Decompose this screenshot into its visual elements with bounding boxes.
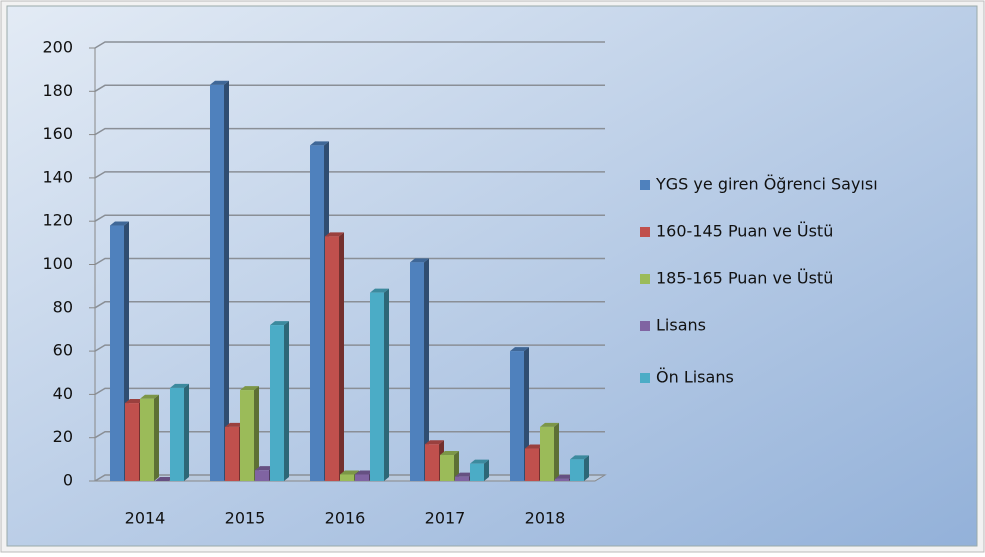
bar xyxy=(255,470,269,481)
legend-label: 185-165 Puan ve Üstü xyxy=(656,269,833,288)
bar xyxy=(470,463,484,481)
bar xyxy=(310,145,324,482)
bar-top xyxy=(410,258,429,263)
bar-top xyxy=(170,383,189,388)
bar xyxy=(370,292,384,481)
bar-top xyxy=(255,466,274,471)
y-tick-label: 180 xyxy=(42,81,73,100)
grid-line xyxy=(94,387,605,396)
legend-swatch xyxy=(640,180,650,190)
bar xyxy=(540,426,554,481)
bar xyxy=(140,398,154,481)
bar-side xyxy=(224,80,229,482)
bar-top xyxy=(570,455,589,460)
legend-label: Ön Lisans xyxy=(656,368,734,387)
bar-side xyxy=(454,451,459,481)
bar-top xyxy=(470,459,489,464)
bar xyxy=(570,459,584,481)
bar-top xyxy=(355,470,374,475)
bar-top xyxy=(455,472,474,477)
legend-label: 160-145 Puan ve Üstü xyxy=(656,222,833,241)
bar-side xyxy=(484,459,489,481)
bar xyxy=(225,426,239,481)
legend-label: Lisans xyxy=(656,316,706,335)
bar-side xyxy=(339,232,344,481)
y-tick-label: 120 xyxy=(42,211,73,230)
grid-line xyxy=(94,127,605,136)
legend-swatch xyxy=(640,373,650,383)
bar xyxy=(555,478,569,481)
bar-top xyxy=(540,422,559,427)
bar-side xyxy=(284,321,289,481)
bar xyxy=(110,225,124,481)
bar-top xyxy=(370,288,389,293)
bar-top xyxy=(425,440,444,445)
bar-top xyxy=(125,399,144,404)
grid-line xyxy=(94,430,605,439)
bar-top xyxy=(270,321,289,326)
grid-line xyxy=(94,344,605,352)
bar-side xyxy=(254,386,259,481)
y-tick-label: 140 xyxy=(42,167,73,186)
bar xyxy=(340,474,354,481)
bar xyxy=(325,236,339,481)
legend-swatch xyxy=(640,274,650,284)
y-tick-label: 80 xyxy=(53,297,73,316)
bar-top xyxy=(325,232,344,237)
y-tick-label: 200 xyxy=(42,38,73,57)
bar-top xyxy=(525,444,544,449)
grid-line xyxy=(94,41,605,49)
y-tick-label: 160 xyxy=(42,124,73,143)
y-tick-label: 60 xyxy=(53,341,73,360)
bar-top xyxy=(110,221,129,226)
bar-top xyxy=(240,386,259,391)
bar xyxy=(210,84,224,482)
bar-side xyxy=(154,394,159,481)
bar xyxy=(455,476,469,481)
grid-line xyxy=(94,214,605,222)
bar xyxy=(240,390,254,481)
bar xyxy=(510,351,524,481)
bar-top xyxy=(440,451,459,456)
legend-swatch xyxy=(640,321,650,331)
y-tick-label: 0 xyxy=(63,471,73,490)
x-tick-label: 2017 xyxy=(425,509,466,528)
bar xyxy=(355,474,369,481)
bar-top xyxy=(555,474,574,479)
bar-top xyxy=(510,347,529,352)
bar xyxy=(125,403,139,481)
x-tick-label: 2016 xyxy=(325,509,366,528)
bar-top xyxy=(310,141,329,146)
bar-top xyxy=(340,470,359,475)
bar xyxy=(525,448,539,481)
bar-side xyxy=(584,455,589,481)
bar xyxy=(270,325,284,481)
y-tick-label: 40 xyxy=(53,384,73,403)
bar-side xyxy=(554,422,559,481)
grid-line xyxy=(94,257,605,266)
bar-top xyxy=(225,422,244,427)
chart-background xyxy=(6,5,978,547)
bar xyxy=(440,455,454,481)
bar-side xyxy=(424,258,429,481)
x-tick-label: 2014 xyxy=(125,509,166,528)
x-tick-label: 2015 xyxy=(225,509,266,528)
bar xyxy=(410,262,424,481)
bar-top xyxy=(140,394,159,399)
legend-swatch xyxy=(640,227,650,237)
bar-top xyxy=(155,477,174,481)
bar-top xyxy=(210,80,229,85)
grid-line xyxy=(94,84,605,92)
bar xyxy=(170,387,184,481)
bar xyxy=(425,444,439,481)
y-tick-label: 20 xyxy=(53,427,73,446)
bar-side xyxy=(184,383,189,481)
x-tick-label: 2018 xyxy=(525,509,566,528)
grid-line xyxy=(94,301,605,309)
grid-line xyxy=(94,171,605,179)
y-tick-label: 100 xyxy=(42,254,73,273)
bar-side xyxy=(384,288,389,481)
legend-label: YGS ye giren Öğrenci Sayısı xyxy=(655,175,878,194)
